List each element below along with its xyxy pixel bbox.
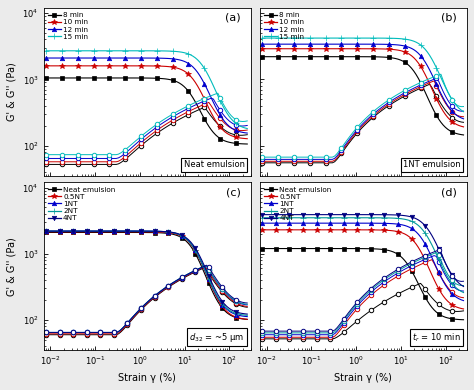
X-axis label: Strain γ (%): Strain γ (%) [118,373,176,383]
Y-axis label: G' & G'' (Pa): G' & G'' (Pa) [7,237,17,296]
Text: (c): (c) [226,187,240,197]
Legend: Neat emulsion, 0.5NT, 1NT, 2NT, 4NT: Neat emulsion, 0.5NT, 1NT, 2NT, 4NT [262,184,334,223]
Text: (b): (b) [441,13,456,23]
Legend: 8 min, 10 min, 12 min, 15 min: 8 min, 10 min, 12 min, 15 min [262,10,307,42]
Text: $t_r$ = 10 min: $t_r$ = 10 min [412,331,461,344]
Y-axis label: G' & G'' (Pa): G' & G'' (Pa) [7,62,17,121]
Text: (a): (a) [225,13,240,23]
Legend: Neat emulsion, 0.5NT, 1NT, 2NT, 4NT: Neat emulsion, 0.5NT, 1NT, 2NT, 4NT [46,184,118,223]
Text: $d_{32}$ = ~5 μm: $d_{32}$ = ~5 μm [190,330,245,344]
X-axis label: Strain γ (%): Strain γ (%) [335,373,392,383]
Legend: 8 min, 10 min, 12 min, 15 min: 8 min, 10 min, 12 min, 15 min [46,10,90,42]
Text: 1NT emulsion: 1NT emulsion [403,160,461,169]
Text: Neat emulsion: Neat emulsion [183,160,245,169]
Text: (d): (d) [441,187,456,197]
